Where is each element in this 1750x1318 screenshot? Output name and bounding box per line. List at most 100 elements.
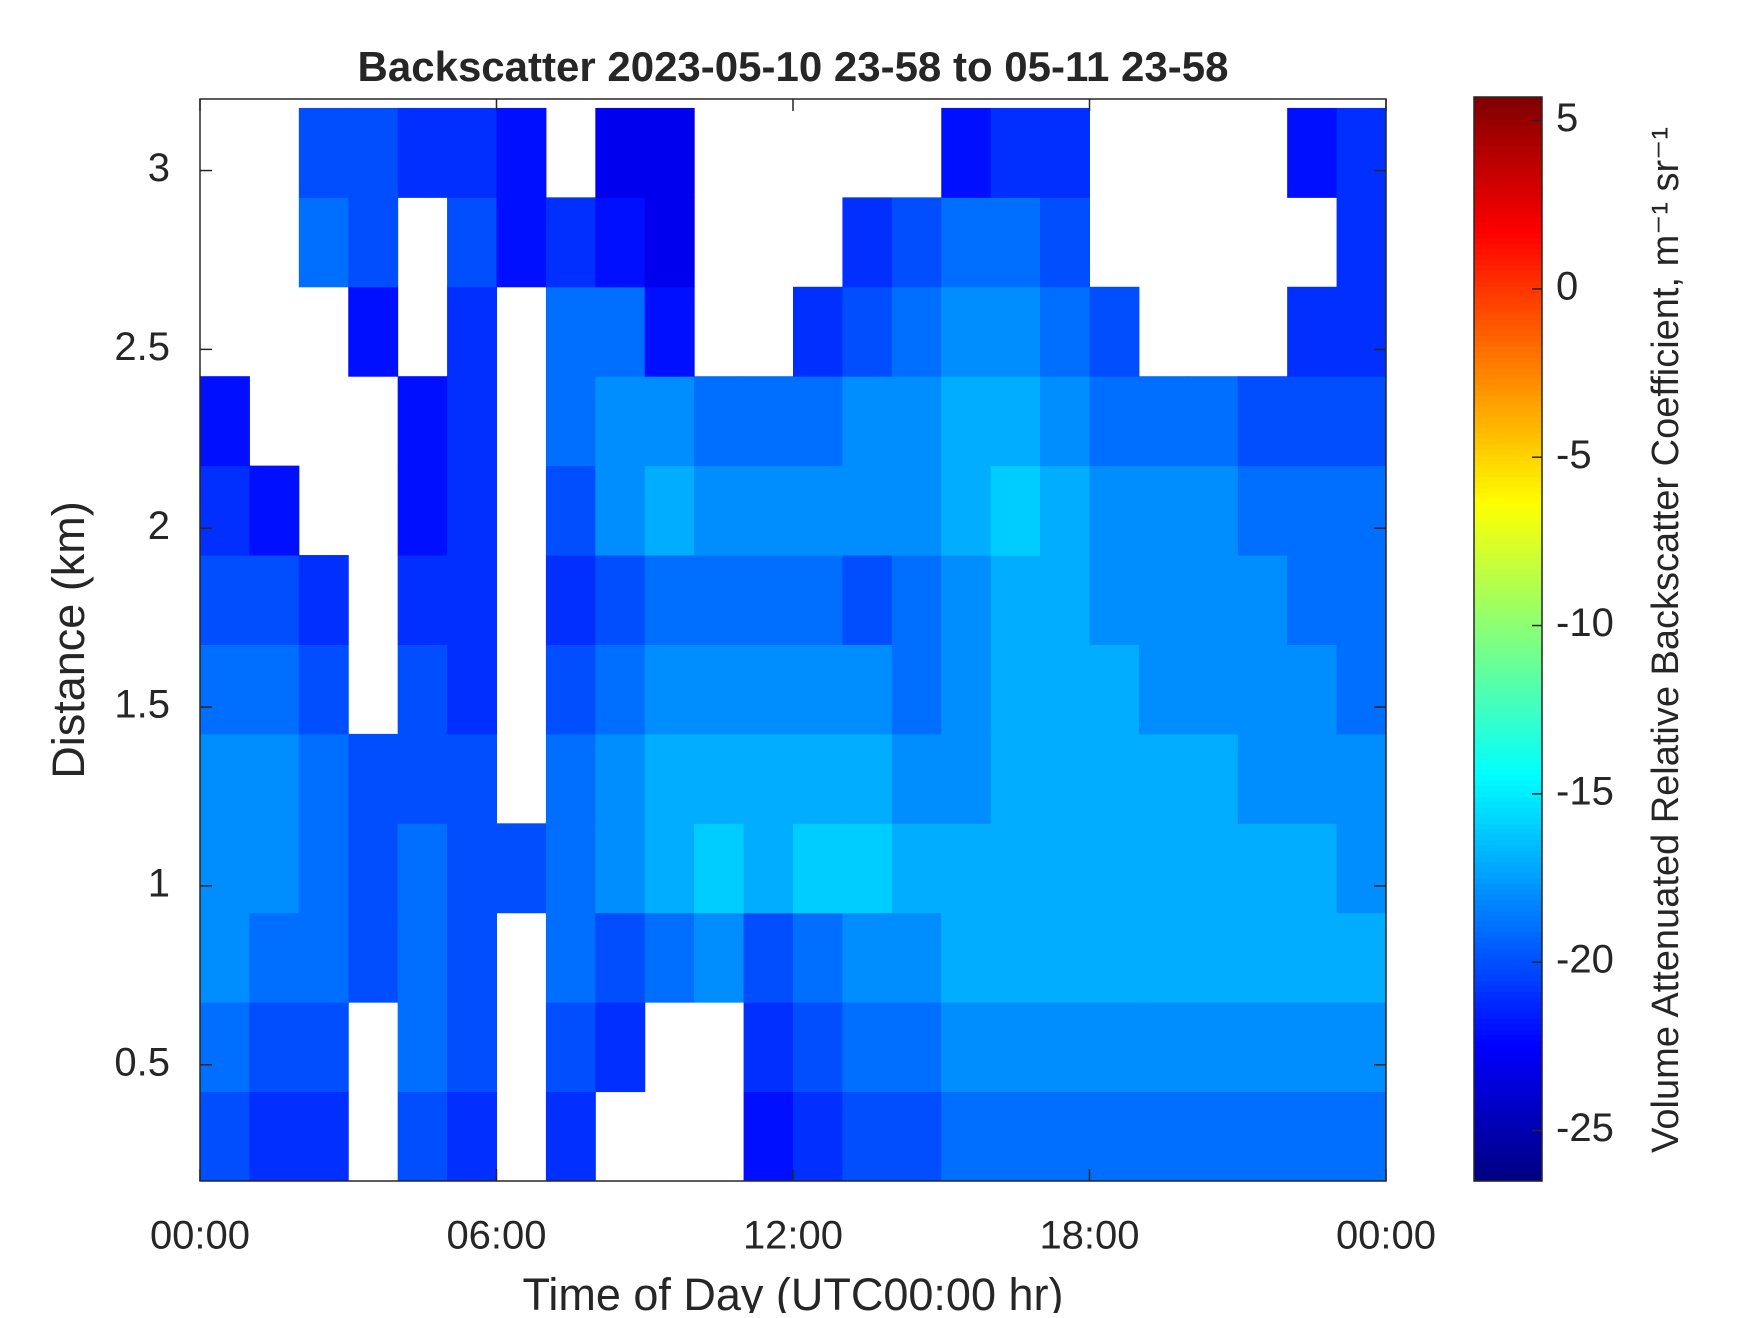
heatmap-cell [1040, 107, 1090, 198]
x-tick-label: 18:00 [1039, 1214, 1139, 1258]
heatmap-cell [891, 823, 942, 914]
colorbar-swatch [1474, 725, 1542, 732]
colorbar-swatch [1474, 942, 1542, 949]
heatmap-cell [200, 376, 250, 467]
colorbar-swatch [1474, 438, 1542, 445]
heatmap-cell [1287, 286, 1338, 377]
heatmap-cell [1287, 1091, 1338, 1182]
colorbar-tick-label: -5 [1556, 433, 1592, 477]
heatmap-cell [793, 555, 843, 645]
heatmap-cell [545, 197, 596, 288]
colorbar-swatch [1474, 134, 1542, 141]
heatmap-cell [200, 465, 250, 556]
colorbar-swatch [1474, 666, 1542, 673]
colorbar-swatch [1474, 1061, 1542, 1068]
heatmap-cell [941, 197, 992, 288]
heatmap-cell [298, 912, 349, 1003]
colorbar-swatch [1474, 536, 1542, 543]
colorbar-swatch [1474, 129, 1542, 136]
colorbar-swatch [1474, 844, 1542, 851]
heatmap-cell [990, 197, 1041, 288]
y-tick-label: 1 [148, 861, 170, 905]
heatmap-cell [941, 644, 992, 735]
heatmap-cell [1336, 912, 1387, 1003]
heatmap-cell [298, 197, 349, 288]
colorbar-swatch [1474, 1002, 1542, 1009]
heatmap-cell [1188, 465, 1239, 556]
heatmap-cell [793, 1002, 843, 1093]
heatmap-cell [545, 733, 596, 824]
colorbar [1474, 97, 1542, 1182]
colorbar-swatch [1474, 275, 1542, 282]
heatmap-cell [348, 733, 399, 824]
heatmap-cell [249, 465, 300, 556]
heatmap-cell [743, 1002, 794, 1093]
colorbar-swatch [1474, 915, 1542, 922]
heatmap-cell [990, 107, 1041, 198]
heatmap-cell [941, 465, 992, 556]
heatmap-cell [1336, 733, 1387, 824]
colorbar-swatch [1474, 812, 1542, 819]
colorbar-swatch [1474, 801, 1542, 808]
heatmap-cell [595, 376, 646, 467]
colorbar-swatch [1474, 378, 1542, 385]
heatmap-cell [644, 286, 695, 377]
colorbar-swatch [1474, 953, 1542, 960]
colorbar-swatch [1474, 113, 1542, 120]
heatmap-cell [298, 823, 349, 914]
colorbar-swatch [1474, 584, 1542, 591]
colorbar-swatch [1474, 709, 1542, 716]
colorbar-swatch [1474, 492, 1542, 499]
colorbar-swatch [1474, 1137, 1542, 1144]
colorbar-swatch [1474, 758, 1542, 765]
colorbar-swatch [1474, 216, 1542, 223]
heatmap-cell [990, 644, 1041, 735]
colorbar-swatch [1474, 969, 1542, 976]
heatmap-cell [1336, 823, 1387, 914]
heatmap-cell [941, 555, 992, 645]
heatmap-cell [990, 912, 1041, 1003]
colorbar-swatch [1474, 644, 1542, 651]
colorbar-swatch [1474, 931, 1542, 938]
colorbar-swatch [1474, 519, 1542, 526]
colorbar-swatch [1474, 872, 1542, 879]
heatmap-cell [1287, 376, 1338, 467]
heatmap-cell [1089, 376, 1140, 467]
colorbar-swatch [1474, 427, 1542, 434]
colorbar-swatch [1474, 97, 1542, 104]
heatmap-cell [447, 644, 497, 735]
colorbar-swatch [1474, 606, 1542, 613]
colorbar-swatch [1474, 1121, 1542, 1128]
heatmap-cell [891, 555, 942, 645]
heatmap-cell [1188, 912, 1239, 1003]
heatmap-cell [1188, 733, 1239, 824]
colorbar-swatch [1474, 655, 1542, 662]
colorbar-swatch [1474, 194, 1542, 201]
heatmap-cell [1336, 465, 1387, 556]
heatmap-cell [298, 733, 349, 824]
colorbar-swatch [1474, 1083, 1542, 1090]
colorbar-swatch [1474, 357, 1542, 364]
colorbar-swatch [1474, 639, 1542, 646]
colorbar-swatch [1474, 882, 1542, 889]
colorbar-swatch [1474, 335, 1542, 342]
heatmap-cell [298, 644, 349, 735]
colorbar-swatch [1474, 503, 1542, 510]
colorbar-swatch [1474, 628, 1542, 635]
colorbar-swatch [1474, 1050, 1542, 1057]
colorbar-swatch [1474, 590, 1542, 597]
heatmap-cell [1237, 733, 1288, 824]
colorbar-swatch [1474, 107, 1542, 114]
heatmap-cell [1287, 555, 1338, 645]
colorbar-swatch [1474, 248, 1542, 255]
colorbar-swatch [1474, 1110, 1542, 1117]
colorbar-swatch [1474, 530, 1542, 537]
colorbar-swatch [1474, 330, 1542, 337]
colorbar-swatch [1474, 991, 1542, 998]
colorbar-swatch [1474, 861, 1542, 868]
colorbar-swatch [1474, 731, 1542, 738]
colorbar-swatch [1474, 1094, 1542, 1101]
heatmap-cell [298, 107, 349, 198]
colorbar-swatch [1474, 714, 1542, 721]
